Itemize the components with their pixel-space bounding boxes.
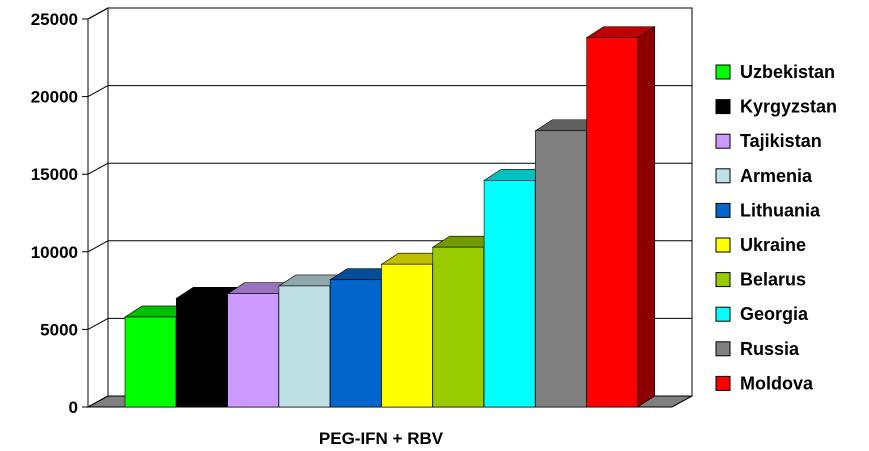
y-tick-label: 25000 [31,10,78,29]
legend-swatch [715,375,731,391]
legend-label: Kyrgyzstan [740,97,837,117]
legend-item-belarus: Belarus [715,270,806,290]
legend-label: Armenia [740,166,813,186]
axes [82,18,89,408]
legend-swatch [715,341,731,357]
legend-swatch [715,168,731,184]
gridline-side [87,85,109,98]
bar-front [483,180,536,408]
bar-front [176,298,228,408]
legend-label: Russia [740,339,800,359]
legend-label: Moldova [740,373,814,393]
y-tick-label: 10000 [31,243,78,262]
y-tick-label: 15000 [31,165,78,184]
legend-swatch [715,64,731,80]
legend-swatch [715,306,731,322]
bar-front [432,246,485,408]
bar-side [637,26,656,408]
legend-swatch [715,272,731,288]
legend-swatch [715,133,731,149]
legend-swatch [715,237,731,253]
legend-label: Tajikistan [740,131,822,151]
bar-front [381,263,433,408]
bar-front [227,293,279,408]
bar-front [329,279,382,408]
legend-swatch [715,99,731,115]
legend-label: Belarus [740,270,806,290]
legend-label: Ukraine [740,235,806,255]
legend-item-tajikistan: Tajikistan [715,131,822,151]
y-tick-label: 5000 [40,320,78,339]
x-axis-label: PEG-IFN + RBV [319,429,444,448]
legend: Uzbekistan Kyrgyzstan Tajikistan Armenia Lit… [715,62,837,393]
gridline-side [87,162,109,175]
legend-item-moldova: Moldova [715,373,814,393]
legend-label: Georgia [740,304,809,324]
bar-front [586,37,639,408]
gridline-side [87,7,109,20]
gridline-side [87,240,109,253]
bars [123,26,656,408]
bar-front [124,316,177,408]
side-wall [87,7,109,408]
gridline-side [87,317,109,330]
legend-item-ukraine: Ukraine [715,235,806,255]
bar-moldova [585,26,656,408]
legend-item-russia: Russia [715,339,800,359]
y-tick-label: 20000 [31,88,78,107]
bar-front [278,285,331,408]
bar-front [535,130,587,408]
legend-item-georgia: Georgia [715,304,809,324]
legend-item-armenia: Armenia [715,166,813,186]
bar-ukraine [380,252,451,408]
legend-label: Lithuania [740,200,821,220]
legend-item-uzbekistan: Uzbekistan [715,62,835,82]
legend-item-kyrgyzstan: Kyrgyzstan [715,97,837,117]
y-tick-labels: 0 5000 10000 15000 20000 25000 [31,10,78,417]
legend-swatch [715,202,731,218]
legend-item-lithuania: Lithuania [715,200,821,220]
legend-label: Uzbekistan [740,62,835,82]
y-tick-label: 0 [69,398,78,417]
